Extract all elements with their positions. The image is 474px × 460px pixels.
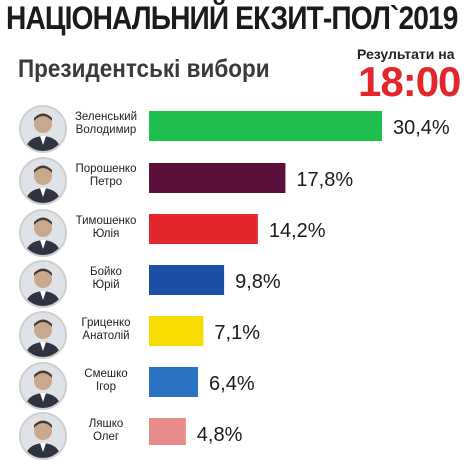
candidate-firstname: Анатолій — [82, 330, 130, 342]
bar-value-label: 6,4% — [209, 373, 255, 395]
portrait-icon — [19, 260, 67, 308]
portrait-icon — [19, 209, 67, 257]
candidate-row: Смешко Ігор — [0, 358, 474, 410]
candidate-surname: Тимошенко — [75, 215, 137, 227]
candidate-surname: Смешко — [84, 368, 128, 380]
bar-value-label: 4,8% — [197, 424, 243, 445]
candidate-firstname: Юрій — [92, 279, 120, 291]
bar-value-label: 9,8% — [235, 271, 281, 293]
portrait-icon — [19, 311, 67, 359]
bar-chart: 30,4% 17,8% 14,2% 9,8% 7,1% 6,4% 4,8% — [149, 111, 450, 445]
candidate-surname: Гриценко — [81, 317, 131, 329]
candidate-row: Порошенко Петро — [0, 153, 474, 205]
candidate-surname: Бойко — [90, 266, 122, 278]
bar — [149, 367, 199, 397]
candidate-row: Зеленський Володимир — [0, 101, 474, 153]
candidate-name: Бойко Юрій — [70, 266, 142, 292]
candidate-firstname: Володимир — [75, 124, 137, 136]
candidate-firstname: Петро — [89, 176, 123, 188]
bar-value-label: 17,8% — [296, 169, 353, 191]
candidate-row: Бойко Юрій — [0, 256, 474, 308]
portrait-icon — [19, 105, 67, 153]
candidate-surname: Порошенко — [75, 163, 137, 175]
candidate-name: Ляшко Олег — [70, 418, 142, 444]
candidate-name: Порошенко Петро — [70, 163, 142, 189]
portrait-icon — [19, 362, 67, 410]
results-label: Результати на — [357, 46, 455, 62]
candidate-firstname: Ігор — [96, 381, 116, 393]
bar-value-label: 30,4% — [393, 117, 450, 139]
candidate-row: Тимошенко Юлія — [0, 205, 474, 257]
candidate-firstname: Юлія — [92, 228, 120, 240]
bar — [149, 265, 225, 295]
candidate-name: Зеленський Володимир — [70, 111, 142, 137]
portrait-icon — [19, 157, 67, 205]
results-time: 18:00 — [358, 58, 461, 105]
candidate-firstname: Олег — [92, 431, 120, 443]
bar — [149, 111, 382, 141]
candidate-name: Тимошенко Юлія — [70, 215, 142, 241]
bar-value-label: 14,2% — [269, 220, 326, 242]
bar — [149, 418, 186, 445]
bar — [149, 163, 286, 193]
candidate-row: Гриценко Анатолій — [0, 307, 474, 359]
candidate-surname: Зеленський — [74, 111, 138, 123]
candidate-name: Смешко Ігор — [70, 368, 142, 394]
bar — [149, 214, 258, 244]
candidate-surname: Ляшко — [88, 418, 124, 430]
bar-value-label: 7,1% — [214, 322, 260, 344]
page-title: НАЦІОНАЛЬНИЙ ЕКЗИТ-ПОЛ`2019 — [6, 0, 458, 36]
page-subtitle: Президентські вибори — [18, 55, 270, 83]
candidate-name: Гриценко Анатолій — [70, 317, 142, 343]
bar — [149, 316, 204, 346]
